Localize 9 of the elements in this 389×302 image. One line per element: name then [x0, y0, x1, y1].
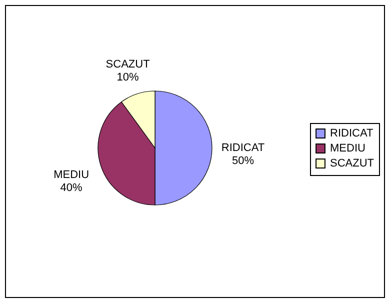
legend-label: SCAZUT: [330, 158, 374, 170]
data-label: 10%: [116, 71, 140, 84]
slice-label: MEDIU: [54, 169, 90, 182]
slice-label: SCAZUT: [106, 58, 150, 70]
data-label: 40%: [60, 182, 83, 194]
data-label: 50%: [232, 155, 254, 167]
legend-label: RIDICAT: [330, 128, 374, 140]
legend-label: MEDIU: [330, 142, 366, 154]
slice-label: RIDICAT: [221, 142, 265, 154]
